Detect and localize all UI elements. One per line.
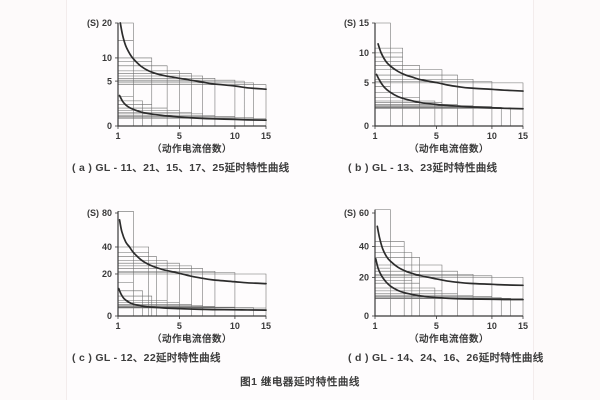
chart-c-caption: ( c ) GL - 12、22延时特性曲线 bbox=[72, 352, 221, 364]
figure-caption: 图1 继电器延时特性曲线 bbox=[240, 376, 360, 388]
x-tick-label: 5 bbox=[434, 131, 439, 141]
y-tick-label: 10 bbox=[102, 53, 112, 63]
upper-limit-curve bbox=[376, 225, 524, 287]
y-tick-label: 10 bbox=[359, 48, 369, 58]
x-axis-title: （动作电流倍数） bbox=[409, 143, 489, 155]
upper-limit-curve bbox=[119, 22, 267, 91]
x-tick-label: 5 bbox=[177, 131, 182, 141]
y-tick-label: 20 bbox=[102, 269, 112, 279]
y-axis-unit-label: (S) bbox=[344, 18, 356, 28]
chart-gl12-delay-curves: 1 5 10 15 0 20 40 80 (S) （动作电流倍数） bbox=[58, 200, 288, 348]
upper-limit-curve bbox=[377, 43, 524, 92]
x-tick-label: 15 bbox=[261, 321, 271, 331]
x-tick-label: 1 bbox=[372, 321, 377, 331]
x-tick-label: 10 bbox=[230, 131, 240, 141]
x-tick-label: 15 bbox=[518, 321, 528, 331]
chart-a-caption: ( a ) GL - 11、21、15、17、25延时特性曲线 bbox=[72, 162, 290, 174]
y-tick-label: 60 bbox=[359, 208, 369, 218]
x-axis-title: （动作电流倍数） bbox=[409, 333, 489, 345]
x-tick-label: 10 bbox=[487, 131, 497, 141]
tolerance-step-bands bbox=[118, 22, 267, 126]
y-tick-label: 20 bbox=[359, 273, 369, 283]
y-axis-unit-label: (S) bbox=[87, 208, 99, 218]
y-tick-label: 20 bbox=[102, 18, 112, 28]
x-tick-label: 1 bbox=[115, 131, 120, 141]
lower-limit-curve bbox=[375, 73, 524, 110]
lower-limit-curve bbox=[117, 287, 267, 311]
tolerance-step-bands bbox=[375, 22, 524, 126]
x-tick-label: 10 bbox=[230, 321, 240, 331]
axes bbox=[374, 23, 523, 127]
tolerance-step-bands bbox=[375, 209, 524, 316]
x-tick-label: 15 bbox=[261, 131, 271, 141]
y-tick-label: 40 bbox=[359, 242, 369, 252]
x-tick-label: 5 bbox=[177, 321, 182, 331]
y-tick-label: 0 bbox=[364, 121, 369, 131]
y-tick-label: 15 bbox=[359, 18, 369, 28]
y-axis-unit-label: (S) bbox=[87, 18, 99, 28]
chart-gl13-delay-curves: 1 5 10 15 0 5 10 15 (S) （动作电流倍数） bbox=[315, 10, 545, 158]
x-tick-label: 1 bbox=[372, 131, 377, 141]
lower-limit-curve bbox=[374, 257, 524, 301]
lower-limit-curve bbox=[118, 94, 267, 122]
y-tick-label: 0 bbox=[107, 121, 112, 131]
y-tick-label: 0 bbox=[107, 311, 112, 321]
y-tick-label: 5 bbox=[107, 76, 112, 86]
document-page-panel bbox=[66, 0, 534, 400]
x-tick-label: 1 bbox=[115, 321, 120, 331]
y-tick-label: 5 bbox=[364, 78, 369, 88]
tolerance-step-bands bbox=[118, 211, 267, 316]
y-tick-label: 0 bbox=[364, 311, 369, 321]
chart-d-caption: ( d ) GL - 14、24、16、26延时特性曲线 bbox=[348, 352, 544, 364]
x-tick-label: 15 bbox=[518, 131, 528, 141]
y-tick-label: 80 bbox=[102, 208, 112, 218]
y-tick-label: 40 bbox=[102, 242, 112, 252]
upper-limit-curve bbox=[118, 218, 267, 285]
x-tick-label: 5 bbox=[434, 321, 439, 331]
chart-gl14-delay-curves: 1 5 10 15 0 20 40 60 (S) （动作电流倍数） bbox=[315, 200, 545, 348]
chart-gl11-delay-curves: 1 5 10 15 0 5 10 20 (S) （动作电流倍数） bbox=[58, 10, 288, 158]
y-axis-unit-label: (S) bbox=[344, 208, 356, 218]
x-axis-title: （动作电流倍数） bbox=[152, 143, 232, 155]
x-axis-title: （动作电流倍数） bbox=[152, 333, 232, 345]
x-tick-label: 10 bbox=[487, 321, 497, 331]
chart-b-caption: ( b ) GL - 13、23延时特性曲线 bbox=[348, 162, 498, 174]
